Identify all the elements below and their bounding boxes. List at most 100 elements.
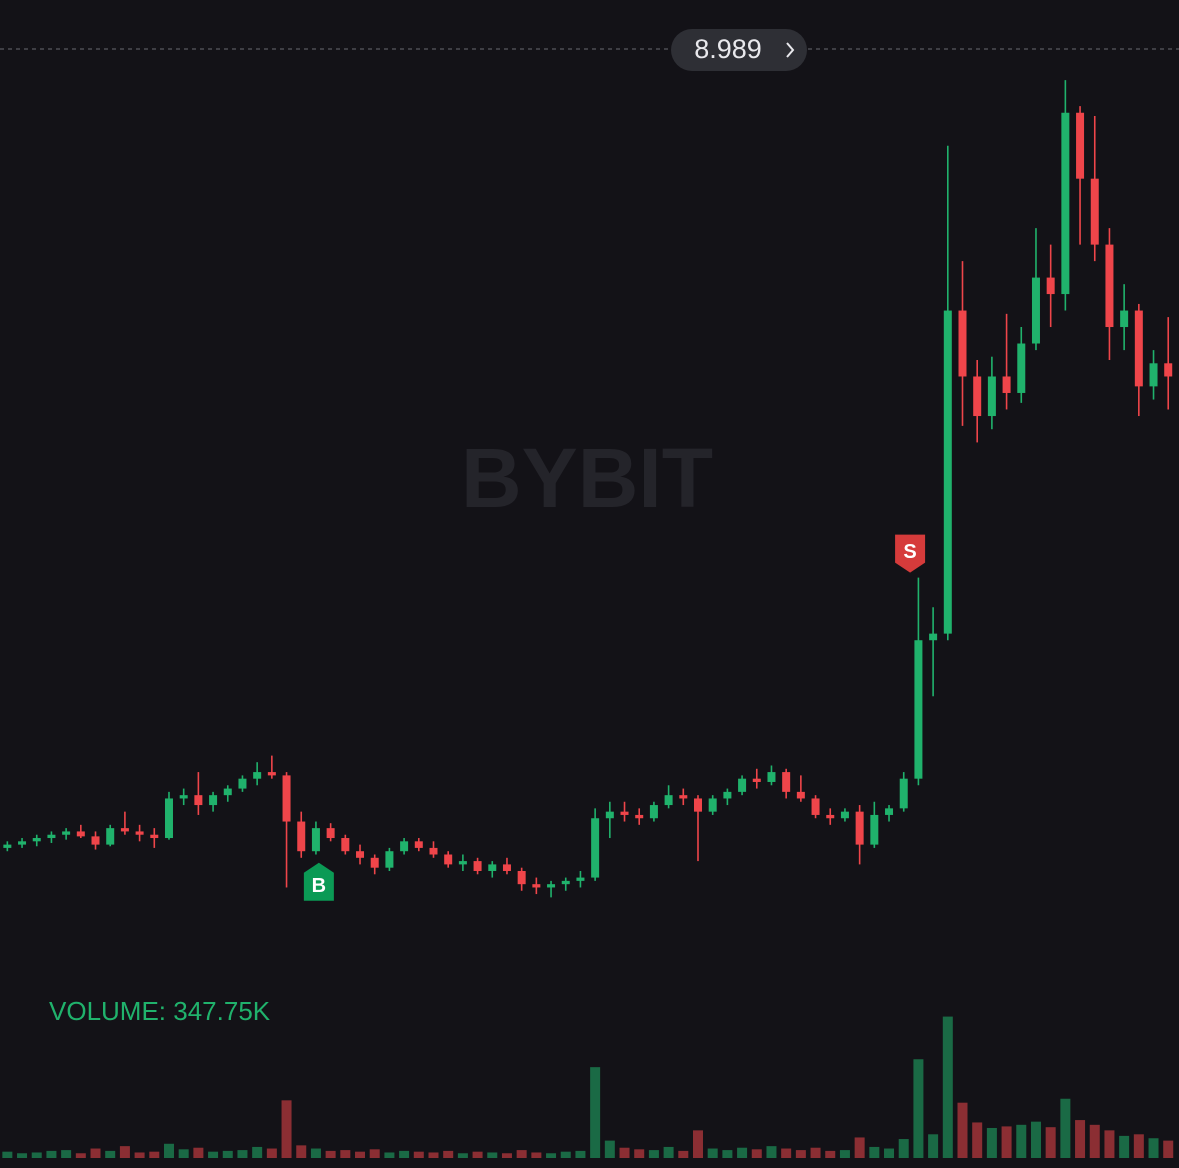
candle-body <box>414 841 423 848</box>
volume-bar <box>1016 1124 1027 1158</box>
volume-bar <box>90 1148 101 1158</box>
volume-bar <box>928 1134 939 1158</box>
candle-body <box>238 778 247 789</box>
watermark: BYBIT <box>461 431 713 525</box>
candle-body <box>1002 376 1011 393</box>
candle-body <box>326 828 335 839</box>
volume-bar <box>149 1151 160 1158</box>
candle-body <box>840 811 849 819</box>
trade-marker <box>303 862 334 901</box>
candle-body <box>91 836 100 845</box>
candle-body <box>591 818 600 878</box>
candle-body <box>620 811 629 815</box>
volume-bar <box>707 1148 718 1158</box>
volume-bar <box>898 1139 909 1158</box>
candle-body <box>517 870 526 885</box>
volume-bar <box>355 1151 366 1158</box>
badge-arrow <box>786 42 795 58</box>
volume-bar <box>1075 1120 1086 1158</box>
candle-body <box>1105 244 1114 328</box>
volume-bar <box>825 1150 836 1158</box>
candle-body <box>576 877 585 881</box>
candle-body <box>958 310 967 377</box>
volume-bar <box>472 1151 483 1158</box>
volume-bar <box>1060 1098 1071 1158</box>
candle-body <box>341 838 350 852</box>
volume-bar <box>193 1147 204 1158</box>
volume-bar <box>531 1152 542 1158</box>
candle-body <box>253 772 262 779</box>
volume-bar <box>1030 1121 1041 1158</box>
volume-bar <box>413 1151 424 1158</box>
volume-bar <box>237 1150 248 1158</box>
volume-bar <box>399 1150 410 1158</box>
volume-bar <box>590 1067 601 1158</box>
candle-body <box>547 884 556 888</box>
volume-bar <box>1001 1126 1012 1158</box>
candle-body <box>179 795 188 799</box>
candle-body <box>693 798 702 812</box>
volume-bar <box>839 1150 850 1158</box>
candle-body <box>47 834 56 839</box>
candle-body <box>488 864 497 871</box>
candle-body <box>605 811 614 819</box>
volume-bar <box>501 1153 512 1158</box>
volume-bar <box>810 1147 821 1158</box>
candle-body <box>297 821 306 852</box>
candle-body <box>1031 277 1040 344</box>
volume-bar <box>722 1150 733 1158</box>
candle-body <box>76 831 85 837</box>
volume-bar <box>266 1148 277 1158</box>
volume-bar <box>1119 1135 1130 1158</box>
price-badge[interactable] <box>671 29 807 71</box>
candle-body <box>767 772 776 782</box>
volume-bar <box>1148 1138 1159 1158</box>
candle-body <box>635 814 644 819</box>
volume-bar <box>913 1059 924 1158</box>
volume-bar <box>619 1147 630 1158</box>
candle-body <box>987 376 996 417</box>
volume-bar <box>31 1152 42 1158</box>
volume-bar <box>1089 1124 1100 1158</box>
candle-body <box>1076 112 1085 179</box>
candle-body <box>664 795 673 806</box>
candle-body <box>649 805 658 819</box>
candle-body <box>400 841 409 852</box>
volume-bar <box>1045 1127 1056 1158</box>
candle-body <box>1046 277 1055 295</box>
volume-bar <box>178 1149 189 1158</box>
volume-bar <box>560 1151 571 1158</box>
volume-bar <box>222 1150 233 1158</box>
candle-body <box>708 798 717 812</box>
candle-body <box>18 841 27 845</box>
volume-bar <box>384 1152 395 1158</box>
volume-bar <box>604 1140 615 1158</box>
volume-bar <box>781 1148 792 1158</box>
volume-bar <box>1104 1130 1115 1158</box>
candle-body <box>1164 363 1173 377</box>
trade-marker <box>895 534 926 573</box>
volume-bar <box>972 1122 983 1158</box>
candle-body <box>106 828 115 845</box>
candle-body <box>223 788 232 796</box>
candle-body <box>3 844 12 848</box>
volume-bar <box>134 1152 145 1158</box>
candle-body <box>914 640 923 779</box>
candle-body <box>1149 363 1158 387</box>
volume-bar <box>252 1146 263 1158</box>
trade-marker-label: B <box>312 875 326 897</box>
candle-body <box>282 775 291 822</box>
candle-body <box>209 795 218 806</box>
candle-body <box>870 814 879 845</box>
candle-body <box>855 811 864 845</box>
volume-bar <box>208 1151 219 1158</box>
candle-body <box>738 778 747 792</box>
volume-bar <box>1163 1140 1174 1158</box>
candle-body <box>473 861 482 871</box>
volume-bar <box>678 1150 689 1158</box>
volume-bar <box>692 1130 703 1158</box>
candle-body <box>135 831 144 835</box>
candle-body <box>356 851 365 858</box>
